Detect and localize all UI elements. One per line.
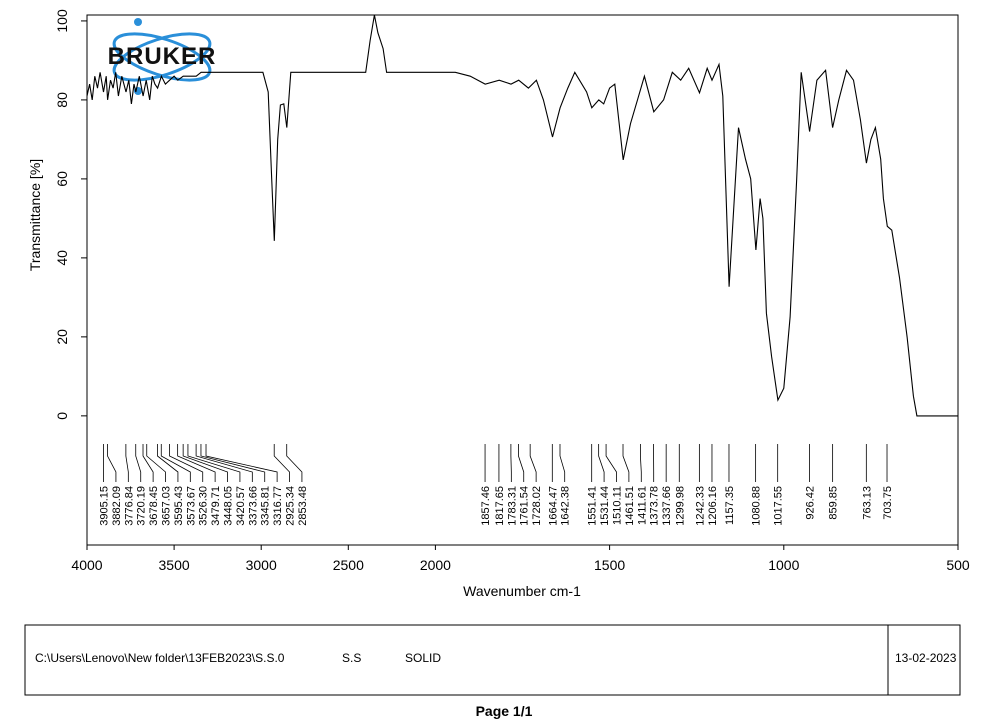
peak-label: 1242.33 <box>694 486 706 526</box>
x-tick-label: 3000 <box>246 557 277 573</box>
peak-label: 3345.81 <box>260 486 272 526</box>
x-tick-label: 1000 <box>768 557 799 573</box>
peak-label: 1728.02 <box>531 486 543 526</box>
peak-label: 3420.57 <box>235 486 247 526</box>
y-tick-label: 0 <box>54 412 70 420</box>
peak-label: 3448.05 <box>223 486 235 526</box>
peak-label: 3657.03 <box>161 486 173 526</box>
peak-label: 1299.98 <box>674 486 686 526</box>
peak-label: 763.13 <box>861 486 873 520</box>
y-tick-label: 60 <box>54 171 70 187</box>
y-axis-label: Transmittance [%] <box>27 159 43 271</box>
peak-label: 1857.46 <box>480 486 492 526</box>
peak-leader <box>182 444 228 482</box>
peak-label: 1461.51 <box>624 486 636 526</box>
peak-leader <box>205 444 278 482</box>
peak-leader <box>107 444 117 482</box>
peak-label: 1411.61 <box>636 486 648 525</box>
x-axis-label: Wavenumber cm-1 <box>463 583 581 599</box>
peak-label: 3678.45 <box>148 486 160 526</box>
y-tick-label: 80 <box>54 92 70 108</box>
peak-leader <box>125 444 129 482</box>
peak-label: 3316.77 <box>272 486 284 526</box>
peak-label: 1373.78 <box>649 486 661 526</box>
peak-label: 1551.41 <box>587 486 599 526</box>
sample-form: SOLID <box>405 651 441 665</box>
peak-leader <box>273 444 290 482</box>
logo-text: BRUKER <box>108 43 217 70</box>
peak-leader <box>622 444 630 482</box>
peak-leader <box>529 444 537 482</box>
peak-label: 3882.09 <box>111 486 123 526</box>
peak-leader <box>187 444 241 482</box>
page-number: Page 1/1 <box>476 703 533 719</box>
peak-leader <box>169 444 204 482</box>
peak-leader <box>286 444 303 482</box>
peak-label: 2925.34 <box>285 486 297 526</box>
peak-label: 3373.66 <box>247 486 259 526</box>
peak-leader <box>177 444 216 482</box>
x-tick-label: 1500 <box>594 557 625 573</box>
x-tick-label: 4000 <box>71 557 102 573</box>
peak-leader <box>518 444 525 482</box>
y-tick-label: 100 <box>54 9 70 33</box>
x-tick-label: 2000 <box>420 557 451 573</box>
peak-label: 3595.43 <box>173 486 185 526</box>
peak-label: 703.75 <box>882 486 894 520</box>
x-tick-label: 3500 <box>159 557 190 573</box>
peak-leader <box>142 444 154 482</box>
peak-leader <box>605 444 617 482</box>
peak-label: 1080.88 <box>751 486 763 526</box>
date: 13-02-2023 <box>895 651 957 665</box>
peak-label: 3526.30 <box>198 486 210 526</box>
peak-leader <box>157 444 179 482</box>
peak-label: 926.42 <box>804 486 816 520</box>
peak-label: 1157.35 <box>724 486 736 525</box>
peak-leader <box>559 444 566 482</box>
peak-label: 2853.48 <box>297 486 309 526</box>
peak-label: 1642.38 <box>560 486 572 526</box>
peak-label: 1817.65 <box>494 486 506 526</box>
sample-name: S.S <box>342 651 361 665</box>
peak-label: 1531.44 <box>599 486 611 526</box>
peak-label: 3573.67 <box>185 486 197 526</box>
footer-box <box>24 624 961 696</box>
peak-leader <box>639 444 642 482</box>
peak-label: 1017.55 <box>773 486 785 526</box>
x-tick-label: 2500 <box>333 557 364 573</box>
y-tick-label: 40 <box>54 250 70 266</box>
x-tick-label: 500 <box>946 557 970 573</box>
file-path: C:\Users\Lenovo\New folder\13FEB2023\S.S… <box>35 651 285 665</box>
peak-leader <box>195 444 253 482</box>
y-tick-label: 20 <box>54 329 70 345</box>
peak-leader <box>160 444 191 482</box>
plot-frame <box>86 14 959 546</box>
peak-leader <box>146 444 166 482</box>
peak-label: 3776.84 <box>123 486 135 526</box>
peak-leader <box>598 444 605 482</box>
peak-label: 1510.11 <box>611 486 623 525</box>
spectrum-line <box>87 15 958 417</box>
peak-leader <box>135 444 142 482</box>
peak-label: 1206.16 <box>707 486 719 526</box>
peak-leader <box>200 444 266 482</box>
peak-label: 3905.15 <box>99 486 111 526</box>
peak-label: 3720.19 <box>136 486 148 526</box>
peak-label: 1783.31 <box>506 486 518 526</box>
peak-label: 3479.71 <box>210 486 222 526</box>
peak-label: 859.85 <box>828 486 840 520</box>
peak-label: 1761.54 <box>519 486 531 526</box>
peak-label: 1664.47 <box>547 486 559 526</box>
peak-label: 1337.66 <box>661 486 673 526</box>
